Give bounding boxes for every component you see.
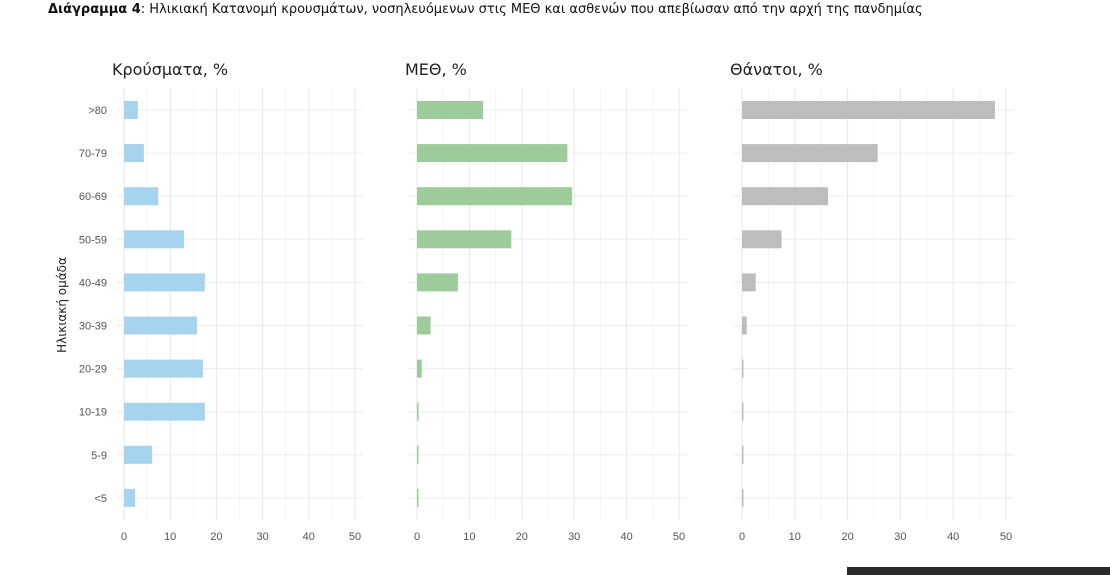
bar-2-2	[742, 187, 829, 206]
x-tick-1-0: 0	[414, 531, 420, 543]
bar-0-4	[124, 273, 205, 292]
panel-title-2: Θάνατοι, %	[730, 60, 823, 79]
bar-1-3	[417, 230, 512, 249]
x-tick-1-10: 10	[463, 531, 475, 543]
panel-title-1: ΜΕΘ, %	[405, 60, 467, 79]
category-label-5: 30-39	[79, 321, 107, 333]
x-tick-2-0: 0	[739, 531, 745, 543]
bar-0-0	[124, 101, 138, 119]
bar-0-6	[124, 359, 204, 378]
category-label-3: 50-59	[79, 234, 107, 246]
bar-1-1	[417, 144, 568, 163]
bar-2-3	[742, 230, 782, 249]
bottom-scrollbar[interactable]	[847, 567, 1110, 575]
category-label-7: 10-19	[79, 407, 107, 419]
x-tick-1-20: 20	[516, 531, 528, 543]
bar-0-9	[124, 488, 136, 507]
bar-0-1	[124, 144, 144, 163]
x-tick-0-20: 20	[210, 531, 222, 543]
panel-title-0: Κρούσματα, %	[112, 60, 228, 79]
x-tick-2-40: 40	[947, 531, 959, 543]
bar-1-7	[417, 402, 419, 421]
bar-0-7	[124, 402, 205, 421]
figure-caption: Διάγραμμα 4: Ηλικιακή Κατανομή κρουσμάτω…	[48, 2, 923, 17]
bar-2-4	[742, 273, 756, 292]
bar-1-6	[417, 359, 422, 378]
bar-0-8	[124, 445, 153, 464]
x-tick-0-10: 10	[164, 531, 176, 543]
bar-1-5	[417, 316, 431, 335]
category-label-1: 70-79	[79, 148, 107, 160]
x-tick-2-20: 20	[841, 531, 853, 543]
x-tick-1-50: 50	[673, 531, 685, 543]
bar-1-0	[417, 101, 484, 119]
category-label-6: 20-29	[79, 364, 107, 376]
bar-2-8	[742, 445, 744, 464]
x-tick-0-50: 50	[349, 531, 361, 543]
x-tick-1-30: 30	[568, 531, 580, 543]
bar-2-0	[742, 101, 995, 119]
x-tick-0-30: 30	[256, 531, 268, 543]
x-tick-0-40: 40	[303, 531, 315, 543]
bar-1-9	[417, 488, 419, 507]
bar-2-9	[742, 488, 744, 507]
category-label-2: 60-69	[79, 191, 107, 203]
bar-2-5	[742, 316, 747, 335]
x-tick-2-10: 10	[789, 531, 801, 543]
bar-2-6	[742, 359, 744, 378]
x-tick-1-40: 40	[620, 531, 632, 543]
caption-label: Διάγραμμα 4	[48, 2, 141, 17]
bar-1-4	[417, 273, 458, 292]
category-label-9: <5	[94, 493, 107, 505]
bar-2-7	[742, 402, 744, 421]
category-label-8: 5-9	[91, 450, 107, 462]
y-axis-label: Ηλικιακή ομάδα	[55, 257, 69, 353]
bar-1-2	[417, 187, 573, 206]
bar-2-1	[742, 144, 878, 163]
category-label-0: >80	[88, 105, 107, 117]
bar-0-2	[124, 187, 159, 206]
x-tick-2-30: 30	[894, 531, 906, 543]
caption-text: : Ηλικιακή Κατανομή κρουσμάτων, νοσηλευό…	[140, 2, 923, 17]
bar-0-5	[124, 316, 197, 335]
x-tick-0-0: 0	[121, 531, 127, 543]
category-label-4: 40-49	[79, 277, 107, 289]
x-tick-2-50: 50	[1000, 531, 1012, 543]
bar-0-3	[124, 230, 185, 249]
bar-1-8	[417, 445, 419, 464]
